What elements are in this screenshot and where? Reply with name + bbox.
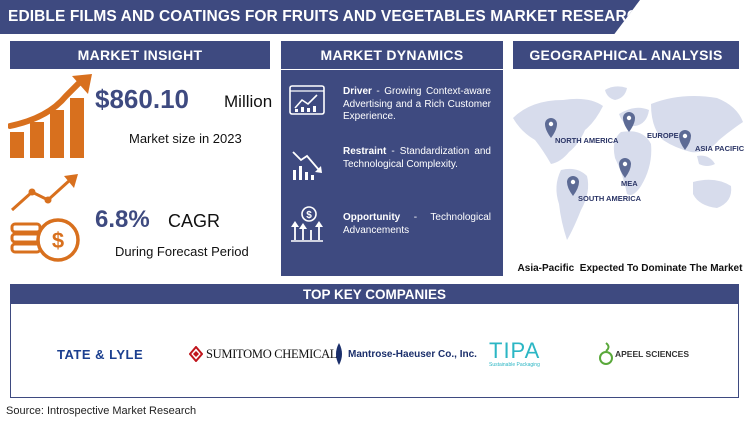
report-title: EDIBLE FILMS AND COATINGS FOR FRUITS AND…	[0, 0, 640, 34]
driver-label: Driver	[343, 86, 372, 97]
geographical-analysis-header: GEOGRAPHICAL ANALYSIS	[513, 41, 739, 69]
restraint-label: Restraint	[343, 146, 387, 157]
market-insight-header: MARKET INSIGHT	[10, 41, 270, 69]
logo-apeel-sciences: APEEL SCIENCES	[599, 334, 689, 374]
logo-sumitomo-chemical: SUMITOMO CHEMICAL	[189, 334, 337, 374]
analytics-screen-icon	[289, 85, 325, 115]
market-size-unit: Million	[224, 92, 273, 111]
logo-mantrose-haeuser: Mantrose-Haeuser Co., Inc.	[333, 334, 477, 374]
svg-text:$: $	[52, 228, 64, 253]
cagr-caption: During Forecast Period	[115, 244, 249, 259]
apeel-mark-icon	[599, 342, 613, 365]
top-key-companies-header: TOP KEY COMPANIES	[10, 284, 739, 304]
market-size-value: $860.10	[95, 84, 189, 114]
restraint-item: Restraint - Standardization and Technolo…	[343, 146, 491, 171]
opportunity-label: Opportunity	[343, 212, 401, 223]
sumitomo-text: SUMITOMO CHEMICAL	[206, 346, 338, 361]
tipa-tagline: Sustainable Packaging	[489, 362, 540, 368]
region-south-america: SOUTH AMERICA	[578, 194, 642, 203]
geo-caption: Asia-Pacific Expected To Dominate The Ma…	[517, 263, 743, 274]
source-note: Source: Introspective Market Research	[6, 405, 197, 417]
companies-panel: TATE & LYLE SUMITOMO CHEMICAL Mantrose-H…	[10, 304, 739, 398]
opportunity-growth-icon: $	[291, 206, 323, 242]
cagr-label: CAGR	[168, 211, 221, 231]
cagr-value: 6.8%	[95, 206, 150, 233]
market-insight-panel: $860.10 Million Market size in 2023 $ 6.…	[8, 70, 273, 270]
tate-lyle-text: TATE & LYLE	[57, 346, 144, 362]
region-mea: MEA	[621, 179, 638, 188]
sumitomo-mark-icon	[189, 346, 203, 362]
decline-chart-icon	[292, 151, 322, 180]
region-north-america: NORTH AMERICA	[555, 136, 619, 145]
driver-item: Driver - Growing Context-aware Advertisi…	[343, 86, 491, 124]
growth-chart-icon	[8, 74, 92, 158]
driver-text: - Growing Context-aware Advertising and …	[343, 86, 491, 122]
logo-tipa: TIPA Sustainable Packaging	[489, 334, 540, 374]
restraint-text: - Standardization and Technological Comp…	[343, 146, 491, 170]
logo-tate-lyle: TATE & LYLE	[57, 334, 143, 374]
world-map	[513, 86, 743, 240]
money-growth-icon: $	[10, 174, 80, 262]
region-asia-pacific: ASIA PACIFIC	[695, 144, 745, 153]
mantrose-text: Mantrose-Haeuser Co., Inc.	[348, 348, 477, 360]
mantrose-mark-icon	[336, 343, 342, 365]
market-dynamics-header: MARKET DYNAMICS	[281, 41, 503, 69]
tipa-text: TIPA	[489, 338, 541, 363]
opportunity-item: Opportunity - Technological Advancements	[343, 212, 491, 237]
region-europe: EUROPE	[647, 131, 679, 140]
opportunity-text: - Technological Advancements	[343, 212, 491, 236]
market-dynamics-panel: Driver - Growing Context-aware Advertisi…	[281, 70, 503, 276]
geographical-analysis-panel: NORTH AMERICA EUROPE ASIA PACIFIC MEA SO…	[511, 70, 748, 260]
market-size-caption: Market size in 2023	[129, 131, 242, 146]
svg-text:$: $	[306, 210, 312, 221]
apeel-text: APEEL SCIENCES	[615, 349, 690, 359]
